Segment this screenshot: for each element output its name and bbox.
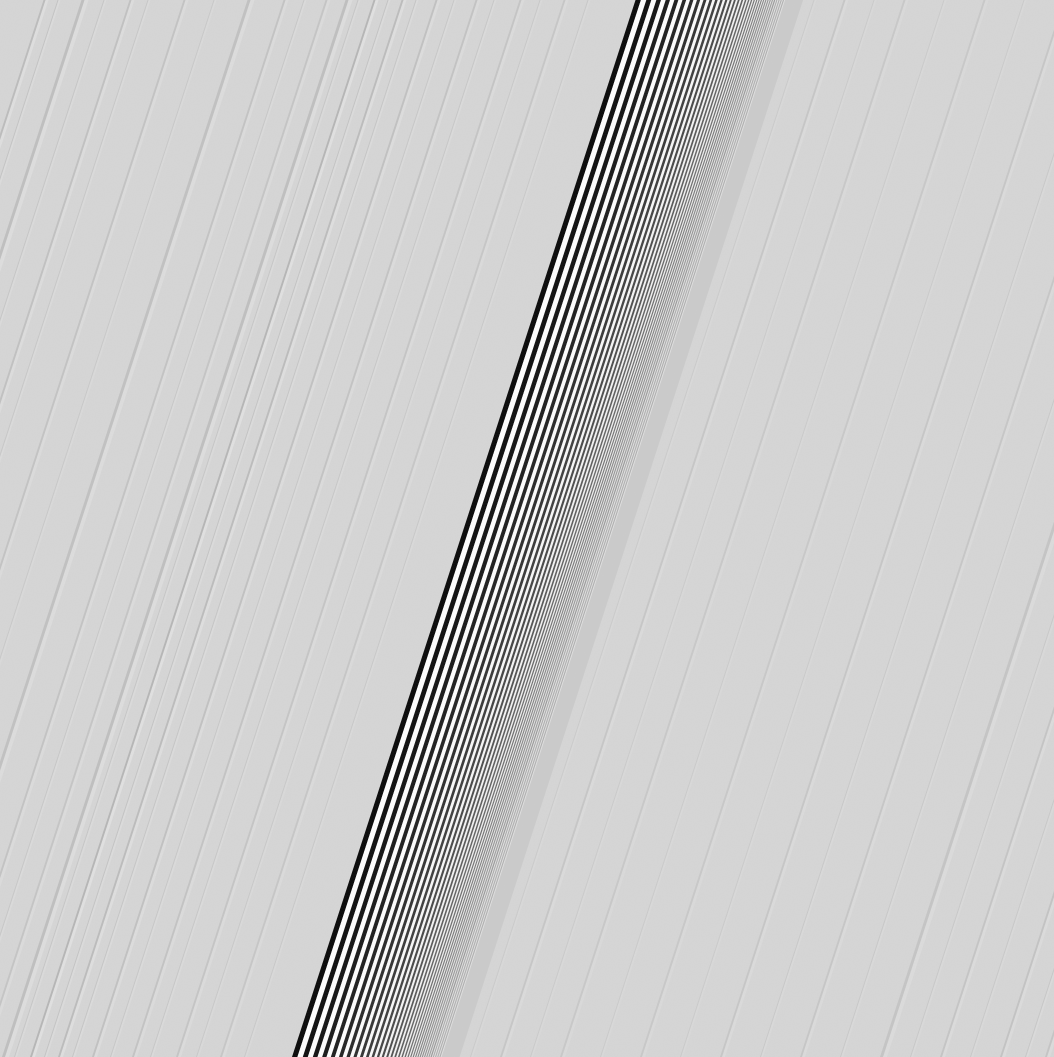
ring-image — [0, 0, 1054, 1057]
grain-overlay — [0, 0, 1054, 1057]
